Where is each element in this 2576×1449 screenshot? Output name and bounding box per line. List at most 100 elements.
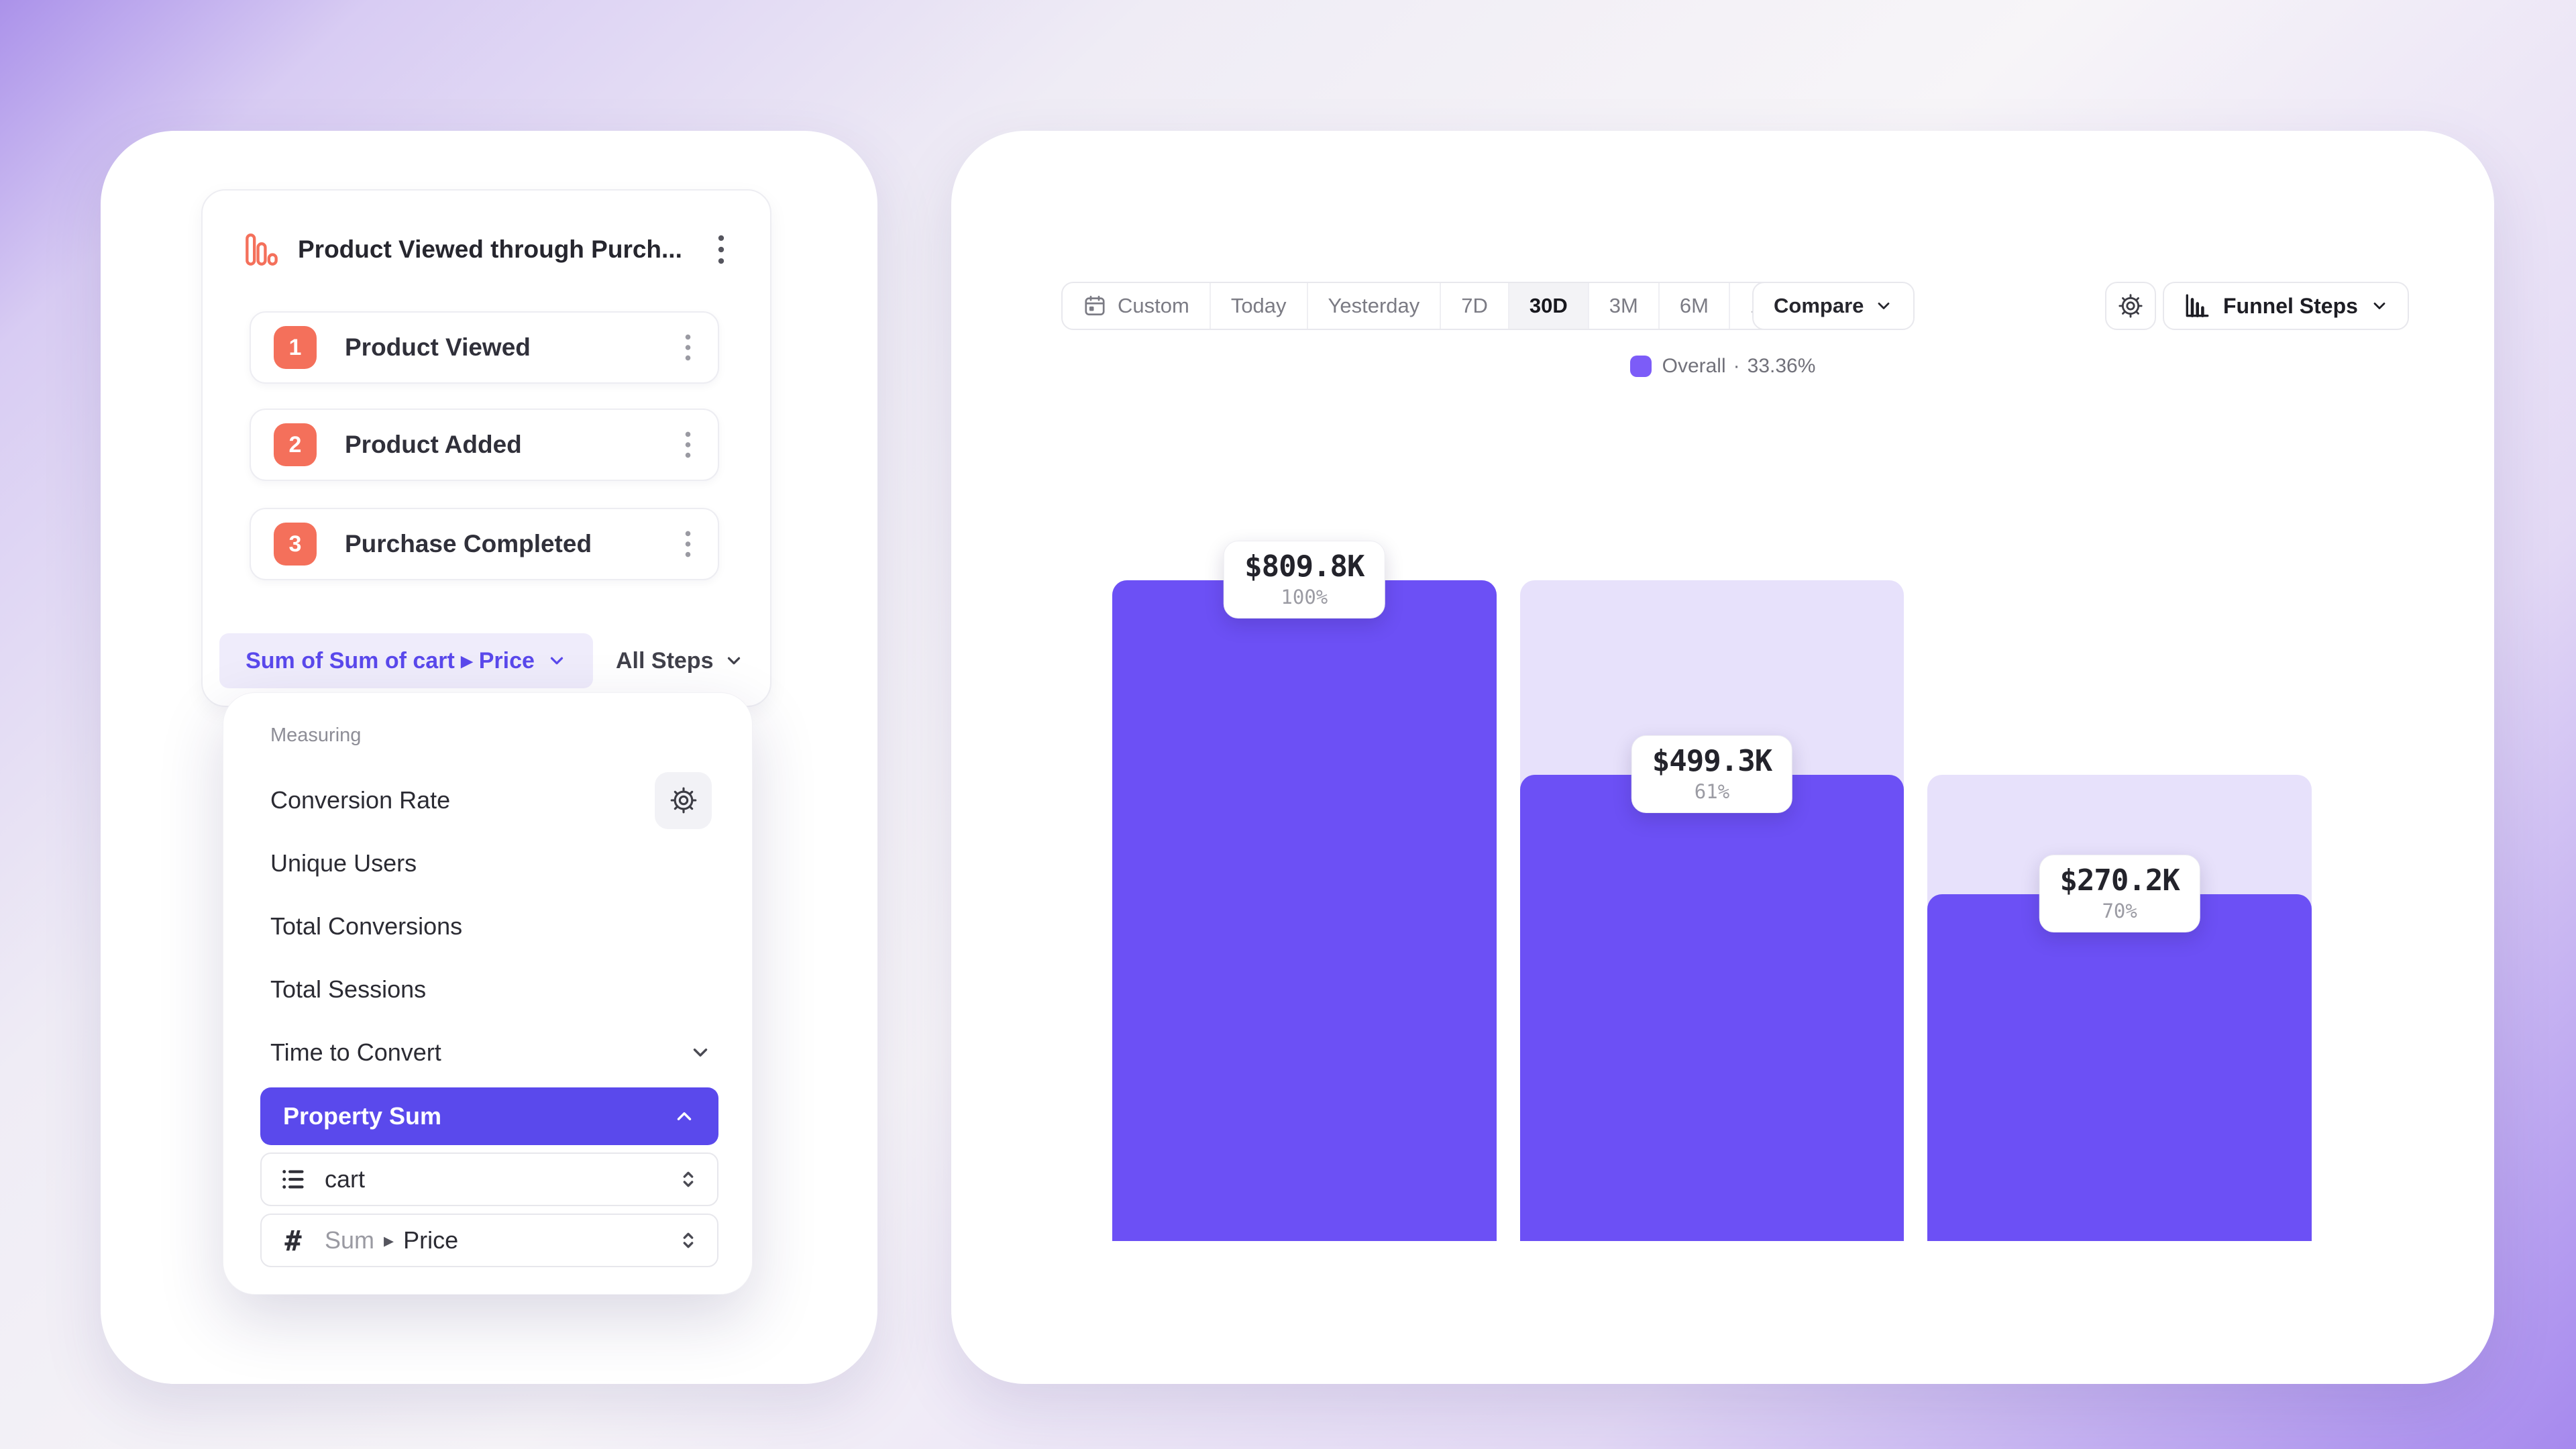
bar-fill [1112, 580, 1497, 1241]
conversion-rate-settings-button[interactable] [655, 771, 712, 829]
date-range-control: Custom Today Yesterday 7D 30D 3M 6M 12M [1061, 282, 1813, 330]
measurement-dropdown[interactable]: Sum of Sum of cart ▸ Price [219, 633, 593, 688]
steps-scope-value: All Steps [616, 647, 714, 674]
bar-percent: 100% [1281, 586, 1328, 608]
bar-percent: 70% [2102, 899, 2137, 922]
aggregation-property: Price [403, 1226, 459, 1254]
funnel-chart-icon [244, 232, 279, 267]
menu-item-label: Total Sessions [270, 975, 427, 1003]
menu-item-conversion-rate[interactable]: Conversion Rate [270, 769, 712, 832]
range-tab-30d-active[interactable]: 30D [1509, 283, 1589, 329]
menu-item-total-sessions[interactable]: Total Sessions [270, 958, 712, 1021]
calendar-icon [1085, 295, 1105, 316]
menu-item-label: Time to Convert [270, 1038, 441, 1066]
aggregation-value-group: Sum ▸ Price [325, 1226, 458, 1254]
menu-item-label: Conversion Rate [270, 786, 451, 814]
legend-text: Overall · 33.36% [1662, 355, 1816, 378]
arrow-right-icon: ▸ [384, 1229, 394, 1252]
menu-item-unique-users[interactable]: Unique Users [270, 832, 712, 895]
step-number-badge: 2 [274, 423, 317, 466]
chevron-down-icon [550, 657, 564, 665]
funnel-menu-kebab-icon[interactable] [710, 229, 733, 270]
legend-overall-value: 33.36% [1747, 355, 1816, 377]
funnel-title: Product Viewed through Purch... [298, 235, 682, 263]
select-updown-icon [677, 1229, 700, 1252]
range-tab-label: 6M [1679, 294, 1709, 317]
range-tab-label: 30D [1529, 294, 1568, 317]
view-selector-button[interactable]: Funnel Steps [2163, 282, 2409, 330]
aggregation-selector[interactable]: # Sum ▸ Price [260, 1214, 718, 1267]
chevron-down-icon [2373, 303, 2385, 309]
bar-label-card: $270.2K 70% [2039, 854, 2200, 932]
range-tab-label: Yesterday [1328, 294, 1420, 317]
measurement-value: Sum of Sum of cart ▸ Price [246, 648, 535, 674]
bar-value: $499.3K [1652, 743, 1772, 778]
menu-item-total-conversions[interactable]: Total Conversions [270, 895, 712, 958]
menu-section-label: Measuring [270, 724, 362, 746]
report-toolbar: Custom Today Yesterday 7D 30D 3M 6M 12M … [951, 282, 2494, 330]
gear-icon [670, 787, 696, 814]
step-kebab-icon[interactable] [676, 425, 699, 465]
funnel-step-1[interactable]: 1 Product Viewed [250, 311, 719, 384]
step-label: Product Viewed [345, 333, 531, 361]
legend-separator: · [1733, 355, 1740, 377]
range-tab-label: 3M [1609, 294, 1638, 317]
funnel-bar-product-added[interactable]: $499.3K 61% [1519, 580, 1904, 1241]
bar-value: $270.2K [2059, 863, 2180, 898]
compare-button[interactable]: Compare [1752, 282, 1915, 330]
range-tab-label: Custom [1118, 294, 1189, 317]
select-updown-icon [677, 1168, 700, 1191]
bar-chart-icon [2186, 294, 2209, 317]
range-tab-label: 7D [1461, 294, 1488, 317]
measurement-row: Sum of Sum of cart ▸ Price All Steps [219, 633, 756, 688]
property-value: cart [325, 1165, 366, 1193]
bar-percent: 61% [1694, 780, 1730, 803]
funnel-title-row: Product Viewed through Purch... [244, 221, 733, 278]
range-tab-6m[interactable]: 6M [1660, 283, 1730, 329]
funnel-step-2[interactable]: 2 Product Added [250, 409, 719, 481]
step-kebab-icon[interactable] [676, 524, 699, 564]
funnel-builder-panel: Product Viewed through Purch... 1 Produc… [101, 131, 877, 1384]
chart-settings-button[interactable] [2105, 282, 2156, 330]
list-icon [279, 1165, 307, 1193]
range-tab-7d[interactable]: 7D [1441, 283, 1509, 329]
chevron-down-icon [1878, 303, 1890, 309]
property-selector[interactable]: cart [260, 1152, 718, 1206]
compare-label: Compare [1774, 294, 1864, 317]
bar-fill [1927, 894, 2312, 1241]
menu-item-property-sum-selected[interactable]: Property Sum [260, 1087, 718, 1145]
chart-legend: Overall · 33.36% [951, 355, 2494, 378]
chevron-down-icon [689, 1041, 712, 1064]
funnel-definition-card: Product Viewed through Purch... 1 Produc… [201, 189, 771, 707]
menu-item-time-to-convert[interactable]: Time to Convert [270, 1021, 712, 1084]
range-tab-today[interactable]: Today [1211, 283, 1308, 329]
menu-item-label: Total Conversions [270, 912, 463, 940]
hash-icon: # [284, 1224, 302, 1257]
funnel-steps-chart: $809.8K 100% $499.3K 61% $270.2K 70% [1112, 541, 2312, 1241]
legend-swatch [1629, 356, 1652, 377]
bar-label-card: $499.3K 61% [1631, 735, 1793, 813]
funnel-bar-product-viewed[interactable]: $809.8K 100% [1112, 541, 1497, 1241]
aggregation-prefix: Sum [325, 1226, 375, 1254]
range-tab-custom[interactable]: Custom [1063, 283, 1211, 329]
chevron-up-icon [673, 1105, 696, 1128]
step-label: Purchase Completed [345, 530, 592, 557]
range-tab-3m[interactable]: 3M [1589, 283, 1660, 329]
chevron-down-icon [728, 657, 741, 665]
step-kebab-icon[interactable] [676, 327, 699, 368]
view-selector-label: Funnel Steps [2223, 293, 2358, 318]
funnel-step-3[interactable]: 3 Purchase Completed [250, 508, 719, 580]
funnel-bar-purchase-completed[interactable]: $270.2K 70% [1927, 580, 2312, 1241]
legend-series-name: Overall [1662, 355, 1726, 377]
step-label: Product Added [345, 431, 522, 458]
funnel-report-panel: Custom Today Yesterday 7D 30D 3M 6M 12M … [951, 131, 2494, 1384]
step-number-badge: 3 [274, 523, 317, 566]
bar-fill [1519, 774, 1904, 1241]
bar-label-card: $809.8K 100% [1224, 541, 1385, 619]
steps-scope-dropdown[interactable]: All Steps [616, 648, 744, 674]
range-tab-yesterday[interactable]: Yesterday [1308, 283, 1442, 329]
gear-icon [2118, 294, 2143, 318]
bar-value: $809.8K [1244, 549, 1364, 584]
menu-item-label: Unique Users [270, 849, 417, 877]
menu-item-label: Property Sum [283, 1102, 442, 1130]
